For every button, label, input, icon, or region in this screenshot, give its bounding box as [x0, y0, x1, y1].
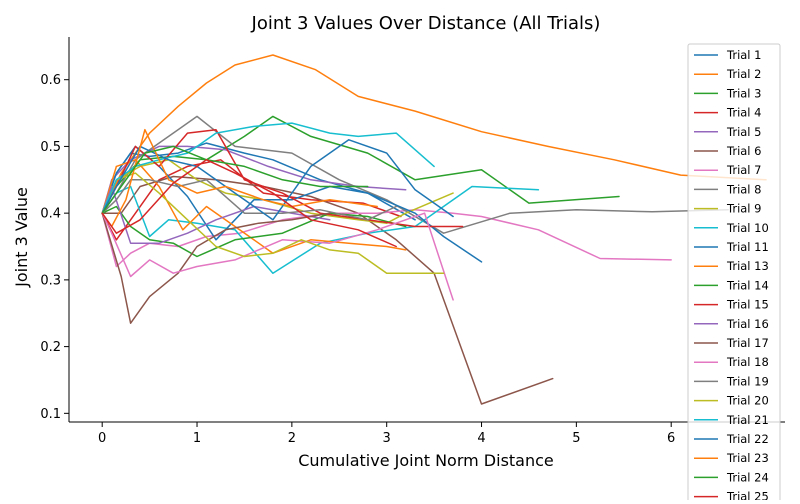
series-line-16 [101, 212, 331, 324]
legend-label: Trial 5 [726, 125, 761, 139]
legend-label: Trial 9 [726, 202, 761, 216]
y-tick-label: 0.2 [40, 340, 61, 355]
legend: Trial 1 Trial 2 Trial 3 Trial 4 Trial 5 Trial… [687, 43, 781, 504]
series-line-5 [101, 145, 407, 214]
legend-label: Trial 2 [726, 67, 761, 81]
legend-label: Trial 16 [726, 317, 769, 331]
series-line-22 [101, 128, 378, 228]
series-line-21 [101, 139, 454, 221]
x-tick-label: 4 [477, 431, 485, 446]
legend-label: Trial 10 [726, 221, 769, 235]
legend-label: Trial 4 [726, 106, 761, 120]
y-tick-label: 0.4 [40, 207, 61, 222]
y-tick-label: 0.6 [40, 73, 61, 88]
legend-label: Trial 22 [726, 432, 769, 446]
chart-title: Joint 3 Values Over Distance (All Trials… [251, 13, 601, 34]
x-tick-label: 0 [98, 431, 106, 446]
series-line-19 [101, 172, 445, 274]
series-line-14 [101, 128, 464, 228]
legend-label: Trial 19 [726, 374, 769, 388]
series-line-2 [101, 54, 767, 214]
legend-label: Trial 25 [726, 490, 769, 500]
legend-label: Trial 11 [726, 240, 769, 254]
y-tick-label: 0.3 [40, 273, 61, 288]
legend-label: Trial 14 [726, 278, 769, 292]
x-tick-label: 5 [572, 431, 580, 446]
x-tick-label: 1 [193, 431, 201, 446]
y-axis-label: Joint 3 Value [12, 187, 31, 288]
legend-label: Trial 23 [726, 451, 769, 465]
legend-label: Trial 24 [726, 470, 769, 484]
series-line-1 [101, 142, 416, 221]
legend-label: Trial 7 [726, 163, 761, 177]
x-axis-label: Cumulative Joint Norm Distance [298, 451, 554, 470]
axes: 0 1 2 3 4 5 6 0.1 0.2 0.3 0.4 0.5 0.6 [40, 37, 785, 446]
legend-label: Trial 3 [726, 86, 761, 100]
x-tick-label: 2 [288, 431, 296, 446]
legend-label: Trial 15 [726, 298, 769, 312]
legend-label: Trial 1 [726, 48, 761, 62]
legend-label: Trial 21 [726, 413, 769, 427]
legend-label: Trial 8 [726, 182, 761, 196]
legend-box [687, 43, 781, 504]
series-line-7 [101, 209, 672, 268]
series-line-3 [101, 115, 620, 214]
x-tick-label: 6 [667, 431, 675, 446]
x-tick-label: 3 [383, 431, 391, 446]
y-tick-label: 0.1 [40, 407, 61, 422]
series-line-18 [101, 179, 397, 221]
series-line-17 [101, 212, 454, 301]
series-line-8 [101, 115, 729, 234]
plot-area [101, 54, 767, 405]
legend-label: Trial 18 [726, 355, 769, 369]
legend-label: Trial 17 [726, 336, 769, 350]
legend-label: Trial 6 [726, 144, 761, 158]
series-line-24 [101, 159, 397, 248]
series-line-20 [101, 122, 435, 214]
legend-label: Trial 13 [726, 259, 769, 273]
legend-label: Trial 20 [726, 394, 769, 408]
series-line-6 [101, 175, 554, 405]
series-line-9 [101, 159, 454, 224]
y-tick-label: 0.5 [40, 140, 61, 155]
